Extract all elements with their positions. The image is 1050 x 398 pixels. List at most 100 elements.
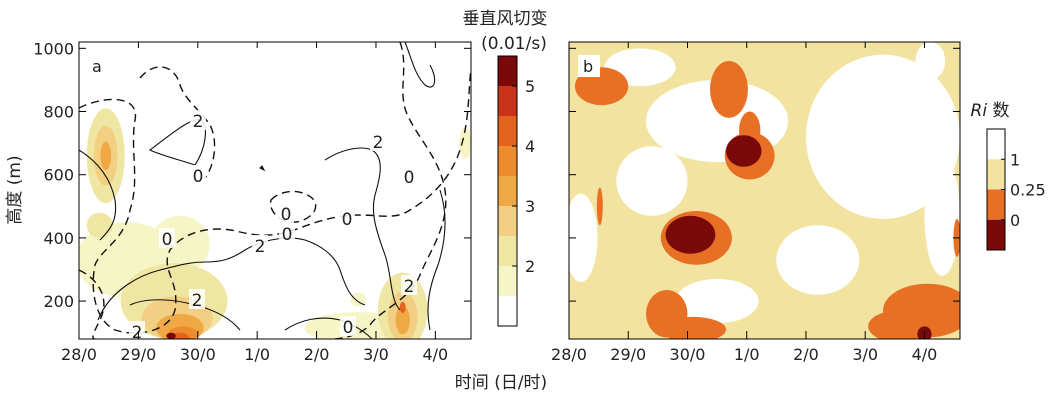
colorbar-a-swatch — [498, 176, 517, 206]
panel-a-label: a — [92, 57, 102, 76]
colorbar-b-tick-label: 0.25 — [1010, 181, 1046, 200]
colorbar-a-swatch — [498, 116, 517, 146]
x-tick-label: 4/0 — [422, 345, 448, 364]
ri-stable-region — [805, 54, 960, 219]
contour-label-bg — [401, 275, 417, 295]
colorbar-b-title-rest: 数 — [987, 101, 1009, 121]
richardson-field — [569, 42, 960, 339]
colorbar-a-tick-label: 3 — [525, 197, 535, 216]
panel-b-x-axis: 28/0 29/0 30/0 1/0 2/0 3/0 4/0 — [551, 42, 937, 364]
x-tick-label: 30/0 — [670, 345, 706, 364]
ri-patch — [660, 316, 726, 339]
x-tick-label: 2/0 — [304, 345, 330, 364]
x-tick-label: 1/0 — [244, 345, 270, 364]
panel-b-y-ticks — [569, 47, 960, 302]
colorbar-a-swatch — [498, 296, 517, 326]
shear-blob — [166, 332, 176, 339]
ri-negative-region — [673, 218, 708, 248]
ri-stable-region — [776, 225, 860, 295]
colorbar-b-swatch — [987, 189, 1005, 220]
contour-label-bg — [190, 110, 206, 130]
contour-solid-line — [79, 149, 117, 241]
colorbar-b-swatch — [987, 129, 1005, 160]
colorbar-a-swatch — [498, 206, 517, 236]
colorbar-a-tick-label: 4 — [525, 137, 535, 156]
x-tick-label: 4/0 — [912, 345, 938, 364]
colorbar-a-swatch — [498, 86, 517, 116]
x-tick-label: 3/0 — [363, 345, 389, 364]
y-axis-label: 高度 (m) — [5, 155, 25, 224]
contour-dashed-line — [79, 69, 471, 334]
panel-b-label: b — [583, 57, 593, 76]
panel-a-frame — [78, 41, 472, 340]
colorbar-a-title-line1: 垂直风切变 — [463, 9, 548, 29]
x-tick-label: 29/0 — [120, 345, 156, 364]
contour-label-bg — [401, 166, 417, 186]
x-tick-label: 2/0 — [793, 345, 819, 364]
contour-solid-line — [259, 165, 266, 172]
y-tick-label: 400 — [43, 229, 74, 248]
ri-stable-region — [569, 193, 598, 283]
x-tick-label: 3/0 — [852, 345, 878, 364]
panel-a-label-box — [87, 55, 107, 77]
ri-stable-region — [675, 278, 759, 324]
contour-solid-line — [427, 189, 446, 331]
shear-blob — [459, 127, 471, 159]
contour-solid-line — [404, 42, 436, 88]
contour-dashed-line — [334, 42, 447, 339]
contour-label: 2 — [132, 323, 143, 343]
contour-label: 2 — [404, 277, 415, 297]
colorbar-a-swatch — [498, 236, 517, 266]
shear-blob — [399, 301, 406, 314]
contour-label-bg — [252, 235, 268, 255]
contour-label-bg — [189, 289, 205, 309]
ri-negative-region — [728, 139, 759, 166]
contour-label-bg — [278, 203, 294, 223]
x-tick-label: 1/0 — [734, 345, 760, 364]
contour-solid-line — [324, 147, 401, 311]
colorbar-b-title-italic: Ri — [971, 101, 988, 121]
contour-label: 2 — [373, 133, 384, 153]
contour-label: 0 — [404, 168, 415, 188]
colorbar-a-swatch — [498, 56, 517, 86]
colorbar-b-swatch — [987, 159, 1005, 190]
contour-dashed-line — [79, 269, 105, 339]
colorbar-a: 2 3 4 5 — [497, 55, 535, 327]
y-tick-label: 600 — [43, 166, 74, 185]
y-tick-label: 1000 — [33, 39, 74, 58]
ri-stable-region — [915, 42, 946, 80]
contour-label-bg — [190, 165, 206, 185]
richardson-contours — [79, 42, 471, 339]
contour-solid-line — [148, 119, 206, 166]
colorbar-a-frame — [497, 55, 518, 327]
contour-label-bg — [339, 208, 355, 228]
colorbar-b-swatch — [987, 219, 1005, 250]
shear-blob — [350, 292, 366, 307]
y-tick-label: 800 — [43, 103, 74, 122]
shear-blob — [171, 332, 189, 339]
colorbar-b-tick-label: 0 — [1010, 211, 1020, 230]
x-tick-label: 28/0 — [61, 345, 97, 364]
x-tick-label: 30/0 — [180, 345, 216, 364]
contour-label-bg — [159, 228, 175, 248]
contour-solid-line — [97, 237, 366, 321]
contour-label: 2 — [192, 291, 203, 311]
contour-label: 0 — [342, 210, 353, 230]
colorbar-b-title: Ri 数 — [971, 101, 1010, 121]
x-axis-label: 时间 (日/时) — [455, 373, 547, 393]
contour-label: 0 — [281, 205, 292, 225]
contour-label: 0 — [162, 230, 173, 250]
contour-label: 0 — [193, 167, 204, 187]
x-tick-label: 29/0 — [610, 345, 646, 364]
shear-blob — [86, 212, 113, 238]
panel-b-frame — [568, 41, 961, 340]
contour-label-bg — [279, 223, 295, 243]
shear-field — [79, 108, 471, 339]
shear-blob — [100, 141, 112, 170]
contour-label: 0 — [343, 318, 354, 338]
colorbar-a-tick-label: 5 — [525, 77, 535, 96]
contour-label: 2 — [193, 112, 204, 132]
